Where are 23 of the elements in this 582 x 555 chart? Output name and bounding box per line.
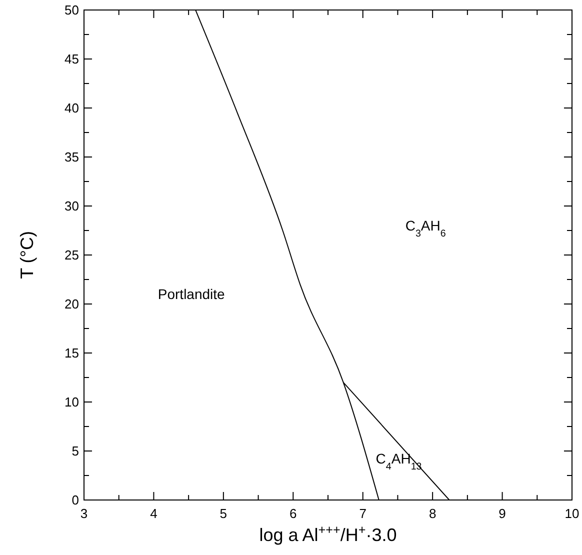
y-axis-title: T (°C): [17, 231, 37, 279]
x-tick-label: 3: [80, 506, 88, 521]
y-tick-label: 25: [64, 248, 79, 262]
y-tick-label: 30: [64, 198, 79, 214]
y-tick-label: 45: [64, 52, 79, 66]
x-tick-label: 9: [498, 506, 506, 521]
annotation: C$_{3}$AH$_{6}$: [405, 218, 446, 239]
annotation: Portlandite: [158, 286, 226, 302]
x-tick-label: 6: [290, 506, 297, 521]
y-tick-label: 15: [64, 346, 79, 360]
y-tick-label: 35: [64, 150, 79, 164]
y-tick-label: 50: [64, 2, 79, 18]
x-tick-label: 7: [359, 506, 366, 521]
y-tick-label: 0: [72, 492, 79, 508]
x-axis-title: log a Al$^{+++}$/H$^{+}$·3.0: [259, 523, 397, 545]
x-tick-label: 4: [150, 506, 158, 521]
x-tick-label: 10: [564, 506, 580, 521]
y-tick-label: 20: [64, 296, 79, 312]
y-tick-label: 10: [64, 394, 79, 410]
x-tick-label: 8: [428, 506, 436, 521]
y-tick-label: 5: [72, 444, 79, 458]
x-tick-label: 5: [220, 506, 228, 521]
y-tick-label: 40: [64, 100, 79, 116]
